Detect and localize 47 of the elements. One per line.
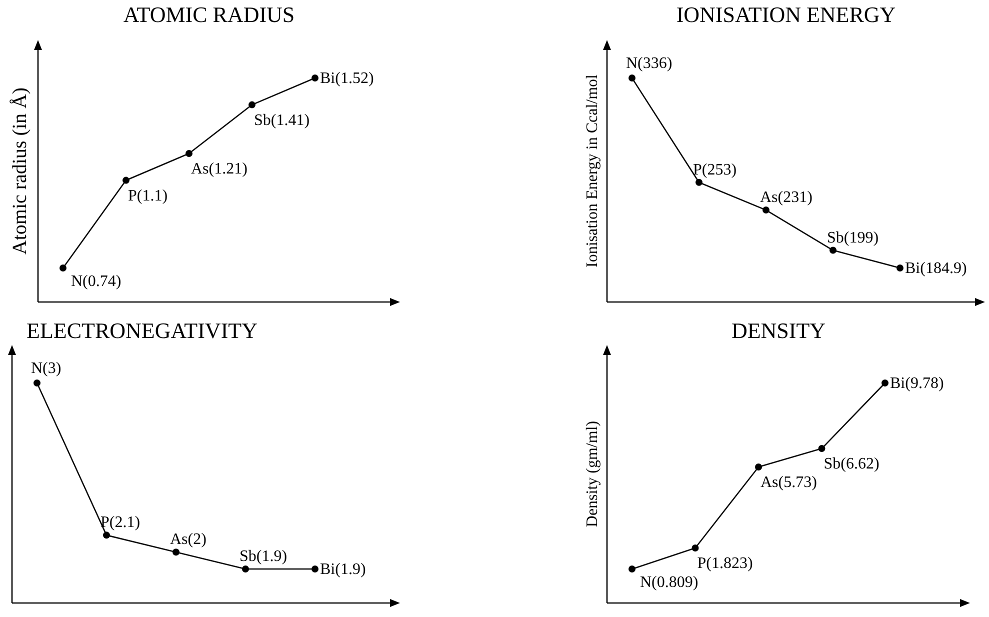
chart-title: ELECTRONEGATIVITY bbox=[26, 318, 258, 343]
point bbox=[762, 206, 770, 214]
point bbox=[628, 74, 636, 82]
data-label: Sb(1.41) bbox=[254, 112, 310, 129]
data-label: Bi(1.52) bbox=[320, 70, 374, 87]
chart-title: DENSITY bbox=[731, 318, 826, 343]
data-label: As(1.21) bbox=[191, 160, 248, 178]
data-label: Bi(1.9) bbox=[320, 561, 366, 578]
point bbox=[696, 178, 702, 186]
data-label: P(1.1) bbox=[128, 187, 168, 204]
chart-title: ATOMIC RADIUS bbox=[123, 2, 295, 27]
data-label: As(5.73) bbox=[760, 474, 817, 491]
y-axis-title: Density (gm/ml) bbox=[584, 420, 601, 528]
data-label: P(1.823) bbox=[697, 554, 753, 572]
point bbox=[242, 566, 249, 572]
point bbox=[103, 532, 110, 539]
point bbox=[172, 548, 180, 556]
point bbox=[312, 566, 318, 572]
point bbox=[122, 176, 130, 184]
point bbox=[830, 246, 836, 254]
data-label: As(231) bbox=[760, 189, 812, 206]
data-label: Sb(1.9) bbox=[240, 548, 288, 565]
data-label: N(336) bbox=[626, 55, 672, 72]
point bbox=[628, 566, 636, 572]
data-label: Bi(9.78) bbox=[890, 375, 944, 392]
data-label: Sb(199) bbox=[827, 229, 879, 246]
point bbox=[692, 544, 699, 552]
data-label: N(3) bbox=[31, 360, 62, 377]
point bbox=[60, 264, 66, 272]
data-label: N(0.809) bbox=[640, 574, 698, 591]
point bbox=[818, 445, 826, 452]
point bbox=[34, 380, 40, 386]
data-label: P(2.1) bbox=[100, 514, 140, 532]
point bbox=[248, 101, 256, 108]
point bbox=[882, 380, 888, 386]
y-axis-title: Atomic radius (in Å) bbox=[9, 87, 31, 255]
point bbox=[186, 150, 192, 158]
point bbox=[755, 463, 762, 470]
data-label: P(253) bbox=[693, 161, 737, 178]
point bbox=[896, 264, 904, 272]
data-label: As(2) bbox=[170, 531, 206, 548]
y-axis-title: Ionisation Energy in Ccal/mol bbox=[584, 74, 601, 268]
data-label: Bi(184.9) bbox=[905, 260, 967, 277]
data-label: Sb(6.62) bbox=[824, 456, 880, 473]
chart-title: IONISATION ENERGY bbox=[676, 2, 896, 27]
data-label: N(0.74) bbox=[71, 273, 122, 290]
point bbox=[312, 74, 318, 82]
